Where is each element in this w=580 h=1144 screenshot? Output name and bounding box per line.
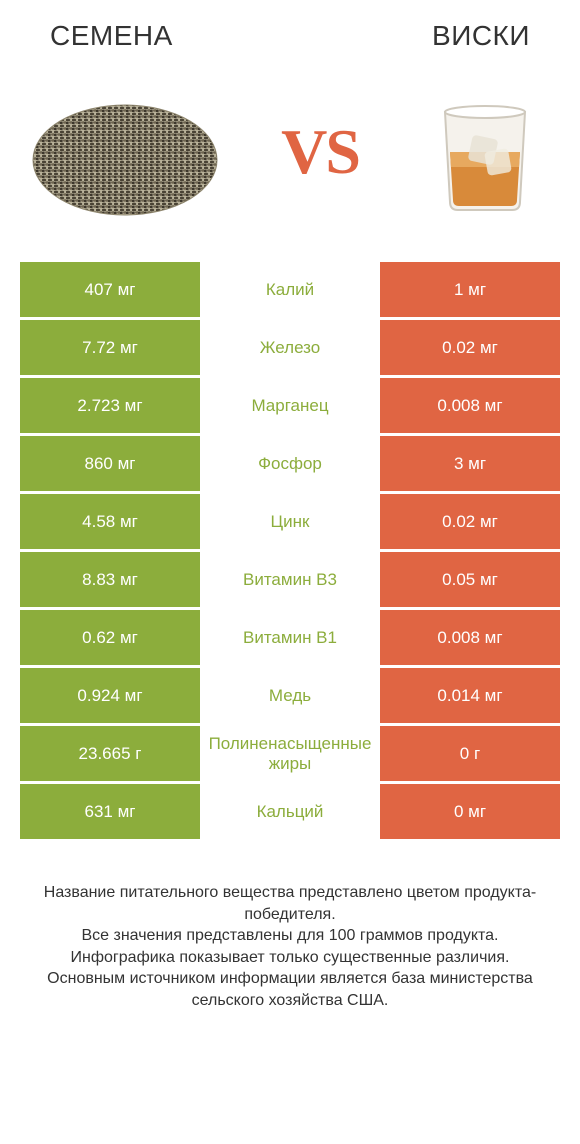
right-value: 0.014 мг xyxy=(380,668,560,723)
left-value: 860 мг xyxy=(20,436,200,491)
nutrient-label: Витамин B3 xyxy=(200,552,380,607)
table-row: 7.72 мгЖелезо0.02 мг xyxy=(20,320,560,375)
left-value: 2.723 мг xyxy=(20,378,200,433)
nutrient-label: Калий xyxy=(200,262,380,317)
table-row: 631 мгКальций0 мг xyxy=(20,784,560,839)
footer-line: Инфографика показывает только существенн… xyxy=(20,947,560,969)
left-value: 4.58 мг xyxy=(20,494,200,549)
left-value: 0.62 мг xyxy=(20,610,200,665)
left-value: 631 мг xyxy=(20,784,200,839)
left-value: 8.83 мг xyxy=(20,552,200,607)
left-product-title: СЕМЕНА xyxy=(50,20,173,52)
footer-line: Все значения представлены для 100 граммо… xyxy=(20,925,560,947)
nutrient-label: Витамин B1 xyxy=(200,610,380,665)
right-value: 0.02 мг xyxy=(380,494,560,549)
table-row: 4.58 мгЦинк0.02 мг xyxy=(20,494,560,549)
right-product-title: ВИСКИ xyxy=(432,20,530,52)
table-row: 23.665 гПолиненасыщенные жиры0 г xyxy=(20,726,560,781)
left-value: 0.924 мг xyxy=(20,668,200,723)
nutrient-label: Марганец xyxy=(200,378,380,433)
right-value: 0.02 мг xyxy=(380,320,560,375)
left-value: 23.665 г xyxy=(20,726,200,781)
table-row: 860 мгФосфор3 мг xyxy=(20,436,560,491)
table-row: 407 мгКалий1 мг xyxy=(20,262,560,317)
table-row: 8.83 мгВитамин B30.05 мг xyxy=(20,552,560,607)
right-value: 0 мг xyxy=(380,784,560,839)
footer-text: Название питательного вещества представл… xyxy=(0,842,580,1032)
right-value: 1 мг xyxy=(380,262,560,317)
left-value: 407 мг xyxy=(20,262,200,317)
right-value: 0.008 мг xyxy=(380,378,560,433)
nutrient-label: Фосфор xyxy=(200,436,380,491)
comparison-table: 407 мгКалий1 мг7.72 мгЖелезо0.02 мг2.723… xyxy=(0,262,580,839)
table-row: 0.924 мгМедь0.014 мг xyxy=(20,668,560,723)
table-row: 0.62 мгВитамин B10.008 мг xyxy=(20,610,560,665)
vs-label: VS xyxy=(281,115,359,189)
right-value: 3 мг xyxy=(380,436,560,491)
table-row: 2.723 мгМарганец0.008 мг xyxy=(20,378,560,433)
hero-row: VS xyxy=(0,62,580,262)
nutrient-label: Железо xyxy=(200,320,380,375)
right-value: 0.008 мг xyxy=(380,610,560,665)
right-value: 0 г xyxy=(380,726,560,781)
whiskey-icon xyxy=(420,82,550,222)
right-value: 0.05 мг xyxy=(380,552,560,607)
left-value: 7.72 мг xyxy=(20,320,200,375)
nutrient-label: Цинк xyxy=(200,494,380,549)
nutrient-label: Медь xyxy=(200,668,380,723)
nutrient-label: Полиненасыщенные жиры xyxy=(200,726,380,781)
nutrient-label: Кальций xyxy=(200,784,380,839)
footer-line: Название питательного вещества представл… xyxy=(20,882,560,925)
seeds-icon xyxy=(30,82,220,222)
header: СЕМЕНА ВИСКИ xyxy=(0,0,580,62)
footer-line: Основным источником информации является … xyxy=(20,968,560,1011)
